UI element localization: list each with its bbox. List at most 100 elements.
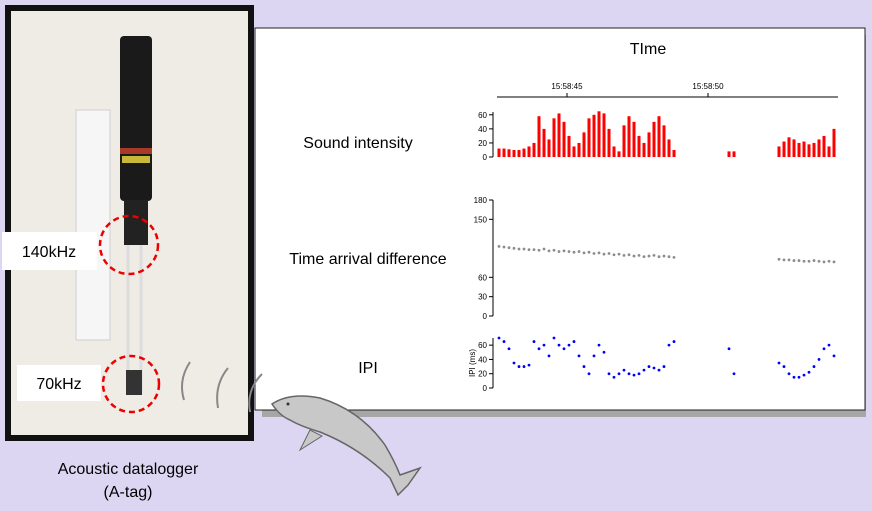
bar	[537, 116, 541, 157]
point	[552, 248, 556, 252]
point	[807, 259, 811, 263]
point	[812, 259, 816, 262]
frequency-label: 140kHz	[22, 244, 76, 261]
point	[567, 250, 571, 253]
dolphin-eye	[286, 402, 290, 406]
point	[827, 259, 831, 263]
bar	[797, 142, 801, 157]
bar	[547, 139, 551, 157]
time-tick-label: 15:58:50	[692, 82, 724, 91]
point	[652, 366, 656, 370]
bar	[727, 151, 731, 157]
point	[582, 251, 586, 255]
point	[627, 372, 631, 376]
bar	[557, 113, 561, 157]
point	[797, 259, 801, 262]
point	[567, 343, 571, 347]
row-label: IPI	[358, 360, 378, 377]
ruler	[75, 109, 111, 341]
point	[802, 259, 806, 263]
bar	[822, 135, 826, 157]
dolphin-fin	[298, 429, 324, 452]
point	[592, 252, 596, 255]
bar	[812, 142, 816, 157]
point	[672, 340, 676, 343]
sound-wave	[181, 361, 191, 401]
y-axis-label: IPI (ms)	[468, 349, 477, 377]
y-tick-label: 40	[478, 355, 487, 364]
bar	[817, 139, 821, 157]
point	[817, 259, 821, 263]
point	[802, 373, 806, 377]
point	[547, 249, 551, 253]
bar	[802, 141, 806, 157]
label-box	[2, 232, 97, 270]
point	[632, 373, 636, 377]
y-tick-label: 60	[478, 341, 487, 350]
point	[562, 249, 566, 253]
point	[622, 368, 626, 372]
bar	[617, 151, 621, 157]
label-box	[17, 365, 101, 401]
point	[782, 258, 786, 262]
point	[597, 251, 601, 255]
point	[602, 350, 606, 354]
point	[612, 375, 616, 379]
point	[822, 260, 826, 264]
point	[612, 253, 616, 257]
bar	[607, 128, 611, 157]
bar	[507, 149, 511, 157]
bar	[667, 139, 671, 157]
bar	[567, 135, 571, 157]
point	[547, 354, 551, 358]
bar	[622, 125, 626, 157]
point	[607, 372, 611, 376]
highlight-circle	[98, 214, 160, 276]
y-tick-label: 40	[478, 125, 487, 134]
bar	[662, 125, 666, 157]
bar	[787, 137, 791, 157]
point	[662, 365, 666, 368]
bar	[552, 118, 556, 157]
caption: (A-tag)	[104, 484, 153, 501]
point	[642, 368, 646, 372]
bar	[832, 128, 836, 157]
point	[627, 253, 631, 257]
point	[832, 260, 836, 264]
row-label: Sound intensity	[303, 135, 412, 152]
point	[632, 254, 636, 258]
point	[522, 365, 526, 368]
point	[542, 343, 546, 347]
point	[502, 340, 506, 343]
point	[787, 258, 791, 262]
point	[552, 336, 556, 340]
point	[602, 252, 606, 256]
point	[832, 354, 836, 358]
point	[807, 370, 811, 374]
point	[577, 354, 581, 358]
bar	[542, 128, 546, 157]
point	[727, 347, 731, 351]
bar	[627, 116, 631, 157]
point	[532, 340, 536, 343]
point	[537, 347, 541, 351]
point	[542, 247, 546, 251]
hydrophone	[126, 370, 142, 395]
bar	[592, 114, 596, 157]
time-tick-label: 15:58:45	[551, 82, 583, 91]
bar	[827, 146, 831, 157]
point	[647, 254, 651, 258]
bar	[632, 121, 636, 157]
point	[497, 245, 501, 248]
point	[532, 248, 536, 252]
point	[502, 245, 506, 249]
row-label: Time arrival difference	[289, 251, 446, 268]
point	[667, 255, 671, 259]
bar	[582, 132, 586, 157]
bar	[672, 149, 676, 157]
point	[597, 343, 601, 347]
point	[557, 343, 561, 347]
figure-title: TIme	[630, 41, 667, 58]
bar	[532, 142, 536, 157]
